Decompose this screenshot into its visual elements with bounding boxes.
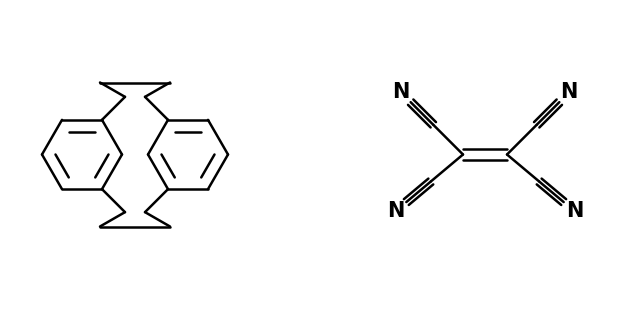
- Text: N: N: [566, 201, 583, 221]
- Text: N: N: [392, 82, 410, 102]
- Text: N: N: [387, 201, 404, 221]
- Text: N: N: [561, 82, 578, 102]
